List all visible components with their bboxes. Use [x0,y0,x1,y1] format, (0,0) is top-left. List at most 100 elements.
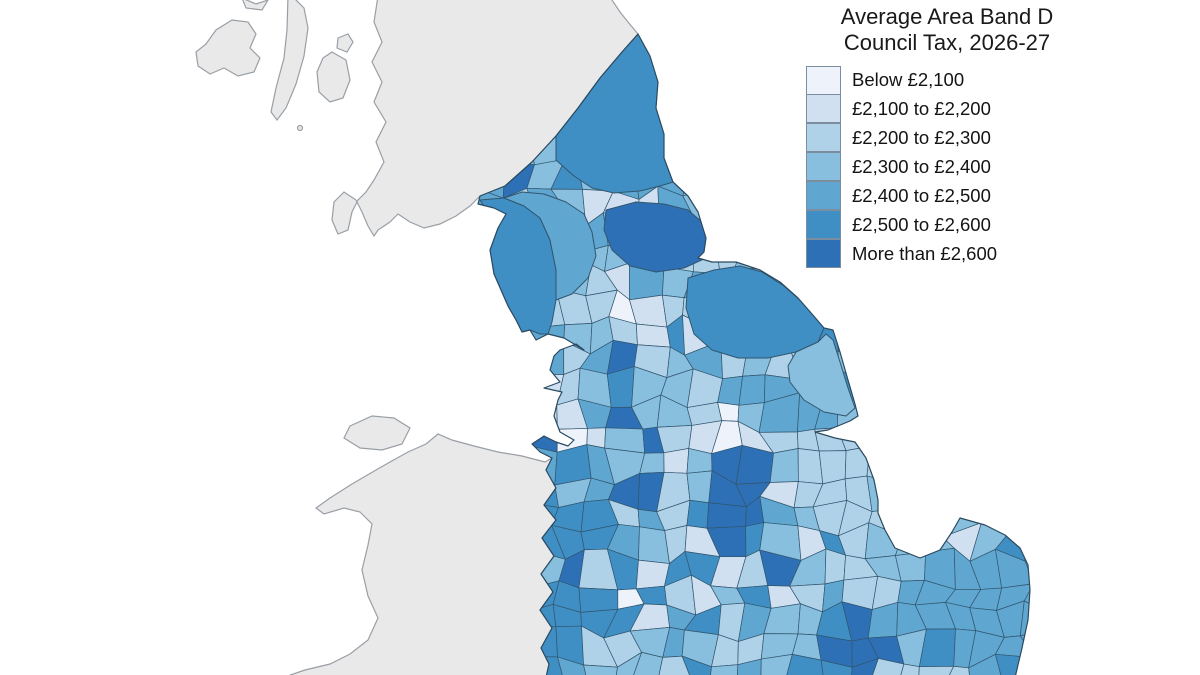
district-cell [1081,372,1112,407]
district-cell [998,432,1030,452]
district-cell [684,86,719,114]
district-cell [1050,342,1082,373]
district-cell [1023,535,1030,562]
legend-item: £2,300 to £2,400 [806,152,1088,182]
district-cell [1049,497,1079,538]
district-cell [1048,655,1081,675]
legend-item: £2,200 to £2,300 [806,123,1088,153]
district-cell [1080,629,1103,662]
district-cell [970,346,1007,372]
district-cell [1021,270,1030,304]
district-cell [969,399,1010,434]
legend-rows: Below £2,100 £2,100 to £2,200 £2,200 to … [806,65,1088,269]
district-cell [1019,600,1030,637]
district-cell [850,268,878,293]
district-cell [478,317,482,352]
district-cell [1018,339,1030,376]
district-cell [1049,533,1079,563]
district-cell [994,653,1030,675]
district-cell [1023,496,1030,539]
district-cell [680,58,716,88]
district-cell [916,497,948,538]
district-cell [951,346,975,370]
legend-swatch [806,181,841,211]
district-cell [629,651,664,675]
district-cell [478,391,511,431]
district-cell [872,315,900,352]
district-cell [1071,317,1102,355]
district-cell [969,368,1009,403]
district-cell [557,656,587,675]
district-cell [739,168,764,194]
district-cell [951,288,974,328]
district-cell [1078,558,1110,581]
district-cell [1071,421,1111,448]
district-cell [664,60,694,92]
district-cell [478,242,486,278]
district-cell [709,664,739,675]
district-cell [1000,339,1027,376]
district-cell [866,475,902,513]
legend-label: £2,400 to £2,500 [852,185,991,207]
district-cell [762,160,799,189]
wales-mainland [288,433,557,675]
district-cell [914,475,948,510]
district-cell [941,449,978,477]
district-cell [1035,658,1054,675]
district-cell [736,84,775,121]
district-cell [478,370,508,399]
islay-jura-islands [195,19,261,77]
district-cell [869,658,905,675]
district-cell [1023,583,1030,615]
district-cell [921,346,957,378]
district-cell [505,373,536,401]
district-cell [656,655,697,675]
district-cell [1024,547,1030,586]
legend-swatch [806,65,841,95]
district-cell [1073,496,1105,533]
district-cell [900,507,930,537]
district-cell [680,39,716,62]
district-cell [578,587,619,613]
district-cell [1000,371,1027,403]
district-cell [689,34,718,44]
district-cell [713,57,738,92]
district-cell [504,340,536,381]
district-cell [761,59,797,89]
district-cell [894,348,929,378]
district-cell [712,39,737,60]
district-cell [614,651,643,675]
legend-label: £2,200 to £2,300 [852,127,991,149]
legend-label: More than £2,600 [852,243,998,265]
district-cell [709,184,749,219]
district-cell [773,84,792,119]
kintyre-peninsula [270,0,309,121]
district-cell [1018,421,1030,453]
district-cell [709,164,745,194]
district-cell [968,653,1004,675]
district-cell [762,214,799,244]
district-cell [1026,476,1030,505]
district-cell [762,186,799,225]
district-cell [740,216,768,249]
district-cell [927,368,957,403]
district-cell [899,663,920,675]
district-cell [894,551,927,582]
district-cell [917,325,953,350]
district-cell [761,41,797,63]
district-cell [1080,602,1113,634]
district-cell [1073,295,1102,325]
district-cell [872,266,894,293]
district-cell [738,374,766,406]
district-cell [1080,576,1113,611]
legend-label: £2,300 to £2,400 [852,156,991,178]
district-cell [1018,398,1030,435]
legend-swatch [806,94,841,124]
legend-label: Below £2,100 [852,69,965,91]
district-cell [867,393,903,422]
district-cell [951,264,979,305]
district-cell [1004,324,1024,348]
legend-item: Below £2,100 [806,65,1088,95]
district-cell [995,287,1024,326]
